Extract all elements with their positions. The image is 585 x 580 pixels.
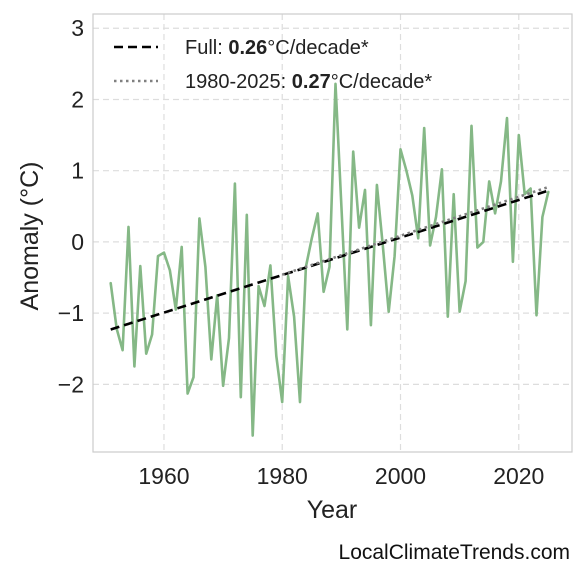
x-tick-label: 2020 (493, 463, 544, 489)
legend-label-recent: 1980-2025: 0.27°C/decade* (185, 71, 432, 93)
y-tick-label: 2 (71, 86, 84, 112)
y-tick-label: −1 (58, 300, 84, 326)
trend-line-recent (281, 185, 549, 276)
x-tick-label: 2000 (375, 463, 426, 489)
axis-ticks: 1960 1980 2000 2020 −2 −1 0 1 2 3 (58, 15, 545, 489)
x-tick-label: 1960 (138, 463, 189, 489)
watermark: LocalClimateTrends.com (339, 541, 570, 564)
x-axis-label: Year (307, 496, 358, 524)
y-tick-label: 1 (71, 158, 84, 184)
legend: Full: 0.26°C/decade* 1980-2025: 0.27°C/d… (114, 37, 432, 93)
x-tick-label: 1980 (257, 463, 308, 489)
y-tick-label: 0 (71, 229, 84, 255)
y-tick-label: −2 (58, 371, 84, 397)
anomaly-line (109, 82, 550, 437)
plot-frame (92, 13, 573, 453)
legend-label-full: Full: 0.26°C/decade* (185, 37, 369, 59)
y-axis-label: Anomaly (°C) (16, 162, 44, 311)
plot-lines (109, 82, 550, 437)
y-tick-label: 3 (71, 15, 84, 41)
